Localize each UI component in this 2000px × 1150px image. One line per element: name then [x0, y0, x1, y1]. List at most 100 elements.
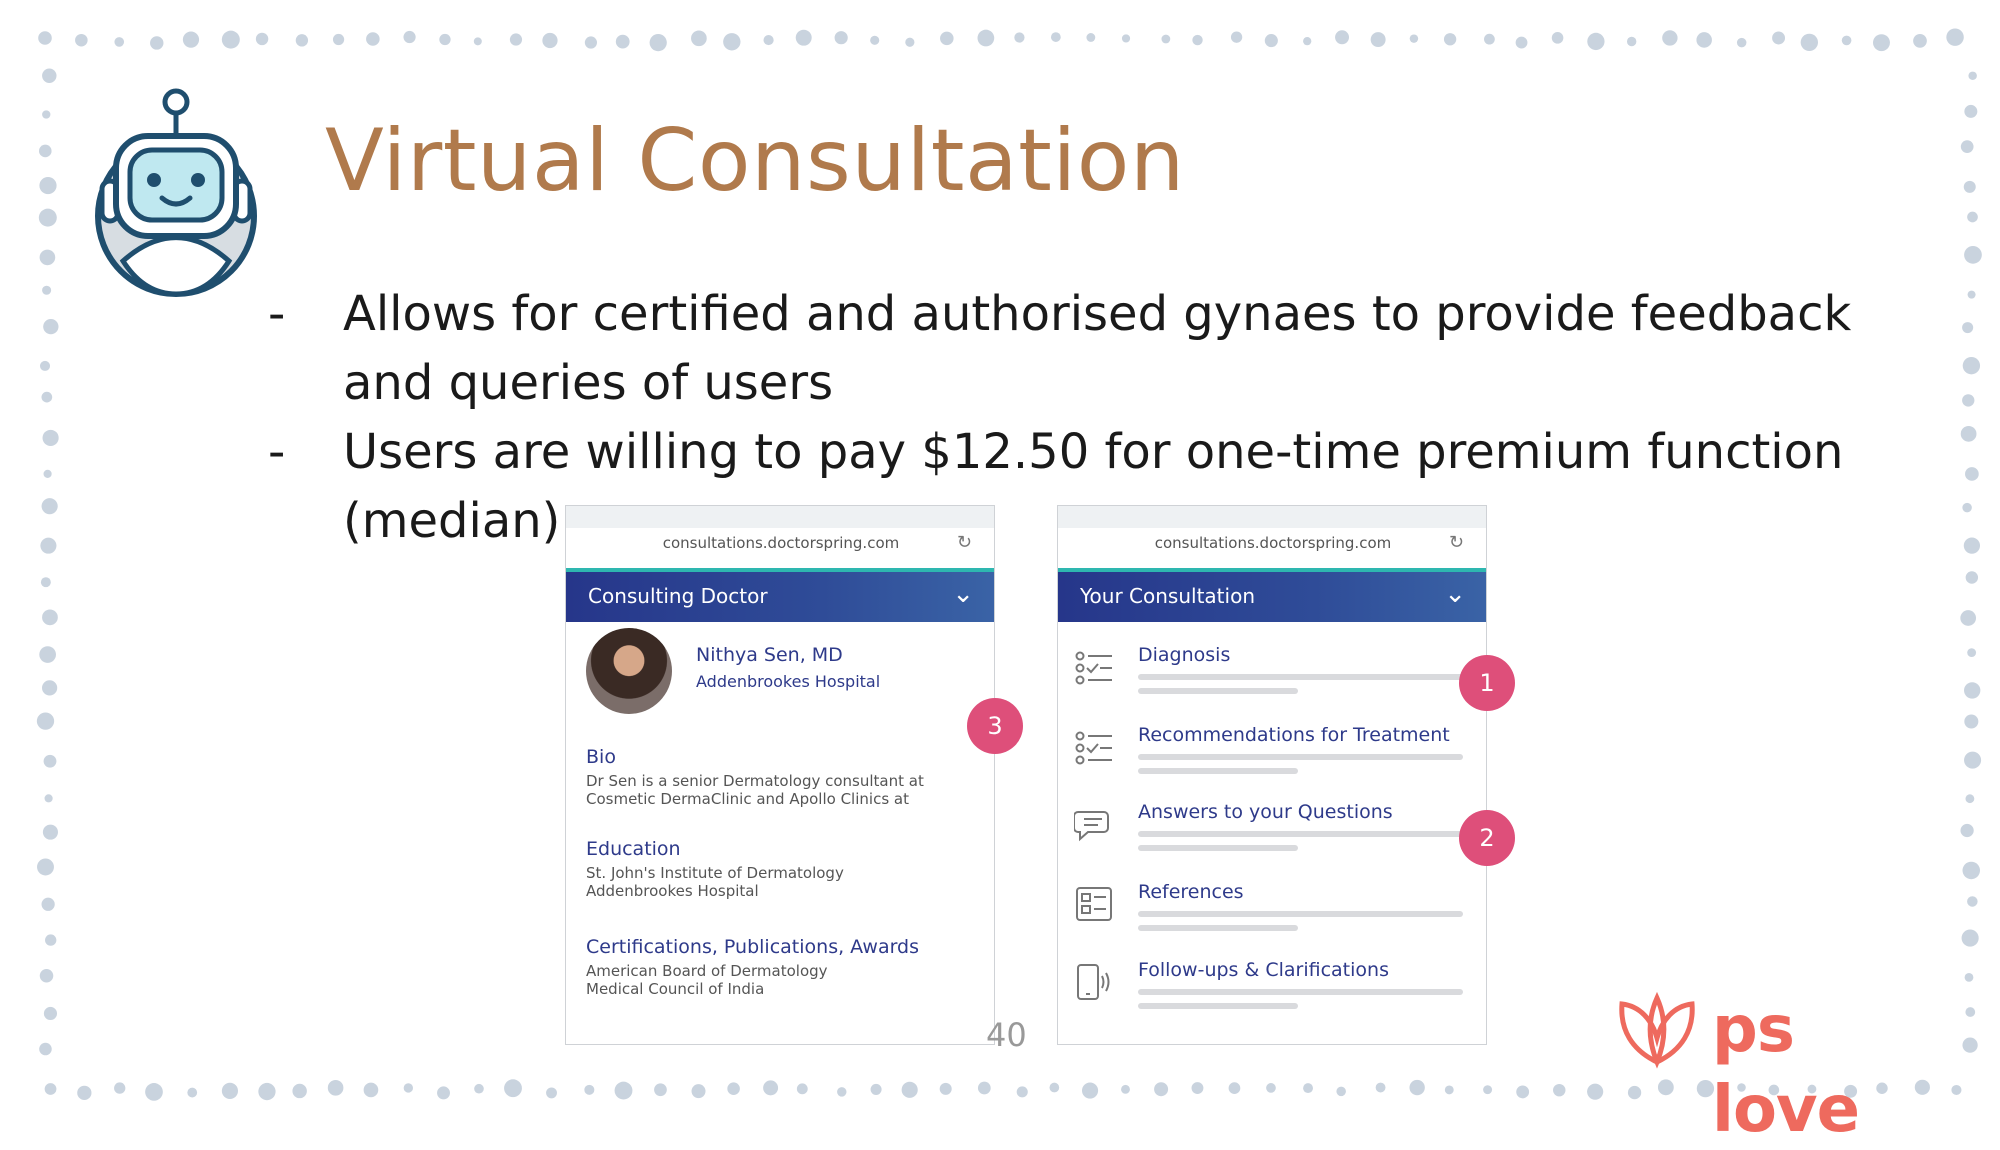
border-dot [691, 1084, 706, 1099]
border-dot [977, 1081, 991, 1095]
border-dot [1409, 1079, 1425, 1096]
dotted-border [36, 28, 1982, 1101]
border-dot [1121, 34, 1131, 43]
border-dot [1191, 1082, 1204, 1094]
border-dot [403, 30, 416, 44]
border-dot [1049, 1082, 1060, 1093]
document-list-icon [1076, 887, 1112, 921]
border-dot [905, 37, 915, 47]
border-dot [1228, 1082, 1241, 1094]
checklist-icon [1075, 731, 1112, 765]
border-dot [42, 285, 52, 295]
border-dot [1303, 1083, 1313, 1094]
border-dot [327, 1080, 344, 1096]
badge-1: 1 [1459, 655, 1515, 711]
ps-love-logo: ps love [1612, 990, 1942, 1147]
row-follow-ups: Follow-ups & Clarifications [1138, 959, 1389, 981]
row-references: References [1138, 881, 1244, 903]
border-dot [504, 1079, 522, 1098]
border-dot [39, 968, 54, 983]
border-dot [1050, 32, 1061, 42]
border-dot [1627, 1085, 1642, 1100]
chevron-down-icon: ⌄ [1444, 579, 1466, 609]
border-dot [723, 33, 741, 51]
row-line [1138, 688, 1298, 694]
border-dot [1967, 290, 1976, 299]
border-dot [1800, 33, 1818, 52]
border-dot [38, 31, 52, 45]
section-header: Consulting Doctor ⌄ [566, 568, 994, 622]
border-dot [654, 1083, 667, 1097]
border-dot [36, 712, 55, 730]
border-dot [1967, 648, 1977, 658]
education-text: St. John's Institute of Dermatology Adde… [586, 864, 844, 900]
border-dot [546, 1087, 557, 1099]
border-dot [1516, 1085, 1530, 1099]
border-dot [1962, 356, 1981, 375]
border-dot [834, 31, 848, 45]
bullet-marker: - [268, 424, 286, 480]
border-dot [1662, 30, 1678, 46]
border-dot [1964, 751, 1982, 769]
border-dot [39, 360, 51, 371]
border-dot [1484, 33, 1495, 45]
border-dot [1444, 1085, 1454, 1095]
border-dot [1914, 1079, 1930, 1095]
border-dot [45, 934, 57, 946]
border-dot [1443, 33, 1457, 46]
border-dot [42, 68, 57, 83]
consulting-doctor-screenshot: consultations.doctorspring.com ↻ Consult… [565, 505, 995, 1045]
checklist-icon [1075, 651, 1112, 685]
bullet-text: Users are willing to pay $12.50 for one-… [343, 424, 1844, 549]
border-dot [1768, 1084, 1780, 1096]
border-dot [1587, 1083, 1604, 1100]
border-dot [40, 577, 51, 588]
border-dot [1553, 1083, 1566, 1097]
border-dot [1154, 1082, 1169, 1097]
border-dot [332, 33, 345, 46]
border-dot [1841, 35, 1852, 46]
border-dot [40, 537, 57, 554]
border-dot [403, 1083, 414, 1093]
border-dot [439, 33, 451, 46]
border-dot [1483, 1085, 1493, 1095]
bullet-marker: - [268, 286, 286, 342]
border-dot [145, 1083, 163, 1101]
border-dot [1375, 1082, 1386, 1093]
border-dot [187, 1087, 198, 1098]
border-dot [43, 318, 59, 335]
education-heading: Education [586, 838, 681, 860]
border-dot [1696, 1079, 1715, 1098]
border-dot [1230, 31, 1243, 43]
border-dot [584, 36, 598, 49]
border-dot [1016, 1086, 1028, 1098]
border-dot [38, 208, 57, 227]
row-answers: Answers to your Questions [1138, 801, 1393, 823]
reload-icon: ↻ [1448, 532, 1464, 553]
border-dot [795, 29, 812, 46]
row-line [1138, 754, 1463, 760]
border-dot [691, 30, 707, 47]
border-dot [1962, 1037, 1978, 1053]
border-dot [1844, 1084, 1858, 1098]
bullet-text: Allows for certified and authorised gyna… [343, 286, 1852, 411]
border-dot [43, 754, 57, 768]
border-dot [1961, 929, 1979, 947]
chevron-down-icon: ⌄ [952, 579, 974, 609]
bullet-item: - Users are willing to pay $12.50 for on… [268, 418, 1888, 556]
border-dot [1964, 682, 1981, 699]
border-dot [1736, 37, 1747, 48]
border-dot [42, 680, 58, 696]
border-dot [41, 391, 53, 403]
chat-bubble-icon [1074, 811, 1109, 842]
border-dot [258, 1082, 276, 1101]
doctor-name: Nithya Sen, MD [696, 644, 843, 666]
border-dot [870, 35, 880, 45]
border-dot [473, 37, 482, 46]
border-dot [114, 37, 125, 47]
border-dot [1951, 1084, 1962, 1096]
border-dot [42, 429, 59, 446]
border-dot [39, 249, 56, 266]
border-dot [1968, 71, 1977, 81]
doctor-hospital: Addenbrookes Hospital [696, 672, 881, 691]
